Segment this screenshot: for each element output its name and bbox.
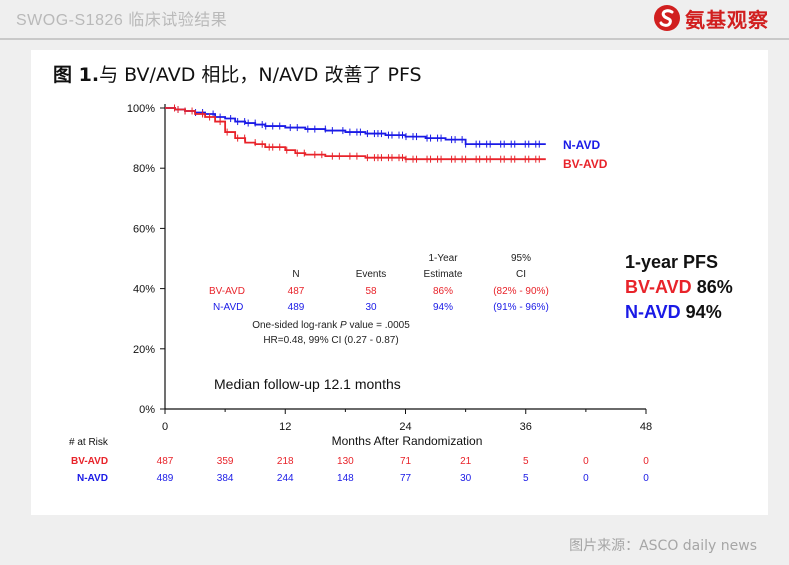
at-risk-arm-label: N-AVD — [77, 473, 108, 484]
at-risk-value: 244 — [277, 473, 294, 484]
y-tick-label: 60% — [133, 223, 155, 235]
figure-title-text: 与 BV/AVD 相比，N/AVD 改善了 PFS — [99, 64, 422, 86]
at-risk-table: BV-AVD 487 359 218 130 71 21 5 0 0 N-AVD 489 384 244 1… — [71, 456, 649, 484]
image-source: 图片来源：ASCO daily news — [569, 538, 757, 554]
pvalue-prefix: One-sided log-rank — [252, 320, 340, 331]
km-curve-n-avd — [165, 107, 546, 146]
legend-bv-avd: BV-AVD — [563, 157, 608, 171]
header-title: SWOG-S1826 临床试验结果 — [16, 12, 228, 29]
legend-n-avd: N-AVD — [563, 138, 600, 152]
x-tick-label: 12 — [279, 421, 291, 433]
header-divider — [0, 38, 789, 40]
chart-curves — [165, 104, 546, 163]
pvalue-suffix: value = .0005 — [347, 320, 411, 331]
at-risk-value: 0 — [643, 473, 649, 484]
stats-row-bv-n: 487 — [288, 286, 305, 297]
stats-row-n-n: 489 — [288, 302, 305, 313]
at-risk-value: 71 — [400, 456, 412, 467]
page-header: SWOG-S1826 临床试验结果 氨基观察 — [0, 0, 789, 38]
brand-logo[interactable]: 氨基观察 — [653, 4, 769, 32]
stats-row-n-arm: N-AVD — [213, 302, 243, 313]
pfs-summary-n: N-AVD 94% — [625, 302, 722, 322]
km-curve-bv-avd — [165, 107, 546, 161]
pfs-summary-bv: BV-AVD 86% — [625, 277, 733, 297]
chart-axes: 0% 20% 40% 60% 80% 100% 0 12 24 36 48 — [127, 103, 652, 433]
median-followup: Median follow-up 12.1 months — [214, 376, 401, 392]
at-risk-value: 5 — [523, 456, 529, 467]
stats-header-events: Events — [356, 269, 387, 280]
stats-header-estimate-1: 1-Year — [428, 253, 458, 264]
figure-title-prefix: 图 1. — [53, 64, 100, 86]
km-chart: 0% 20% 40% 60% 80% 100% 0 12 24 36 48 N-AVD BV-AVD… — [69, 103, 733, 484]
x-tick-label: 48 — [640, 421, 652, 433]
pvalue-text: One-sided log-rank P value = .0005 — [252, 320, 410, 331]
at-risk-arm-label: BV-AVD — [71, 456, 108, 467]
figure-title: 图 1.与 BV/AVD 相比，N/AVD 改善了 PFS — [53, 60, 422, 87]
at-risk-value: 0 — [643, 456, 649, 467]
stats-row-bv-arm: BV-AVD — [209, 286, 245, 297]
stats-row-n-ci: (91% - 96%) — [493, 302, 549, 313]
figure-card: 图 1.与 BV/AVD 相比，N/AVD 改善了 PFS 0% 20% 40% 60… — [31, 50, 768, 515]
y-tick-label: 40% — [133, 284, 155, 296]
stats-row-bv-estimate: 86% — [433, 286, 453, 297]
at-risk-value: 0 — [583, 473, 589, 484]
pfs-summary-n-label: N-AVD — [625, 302, 681, 322]
x-tick-label: 24 — [399, 421, 411, 433]
stats-row-bv-ci: (82% - 90%) — [493, 286, 549, 297]
at-risk-value: 489 — [157, 473, 174, 484]
at-risk-value: 384 — [217, 473, 234, 484]
x-tick-label: 36 — [520, 421, 532, 433]
brand-logo-text: 氨基观察 — [685, 7, 769, 32]
y-tick-label: 0% — [139, 404, 155, 416]
pfs-summary-title: 1-year PFS — [625, 252, 718, 272]
pfs-summary-bv-label: BV-AVD — [625, 277, 692, 297]
stats-row-n-estimate: 94% — [433, 302, 453, 313]
pvalue-p: P — [340, 320, 347, 331]
pfs-summary: 1-year PFS BV-AVD 86% N-AVD 94% — [625, 252, 733, 322]
brand-s-icon — [654, 5, 680, 31]
y-tick-label: 80% — [133, 163, 155, 175]
stats-header-ci-2: CI — [516, 269, 526, 280]
y-tick-label: 20% — [133, 344, 155, 356]
at-risk-value: 21 — [460, 456, 472, 467]
at-risk-value: 218 — [277, 456, 294, 467]
at-risk-value: 5 — [523, 473, 529, 484]
at-risk-value: 0 — [583, 456, 589, 467]
y-tick-label: 100% — [127, 103, 155, 115]
pfs-summary-n-value: 94% — [686, 302, 722, 322]
at-risk-value: 359 — [217, 456, 234, 467]
stats-row-n-events: 30 — [365, 302, 377, 313]
at-risk-value: 30 — [460, 473, 472, 484]
at-risk-value: 77 — [400, 473, 412, 484]
stats-header-n: N — [292, 269, 299, 280]
stats-header-ci-1: 95% — [511, 253, 531, 264]
x-tick-label: 0 — [162, 421, 168, 433]
stats-header-estimate-2: Estimate — [424, 269, 463, 280]
stats-row-bv-events: 58 — [365, 286, 377, 297]
pfs-summary-bv-value: 86% — [697, 277, 733, 297]
stats-table: 1-Year 95% N Events Estimate CI BV-AVD 4… — [209, 253, 549, 346]
at-risk-value: 148 — [337, 473, 354, 484]
at-risk-value: 130 — [337, 456, 354, 467]
at-risk-title: # at Risk — [69, 437, 109, 448]
hr-text: HR=0.48, 99% CI (0.27 - 0.87) — [263, 335, 398, 346]
at-risk-value: 487 — [157, 456, 174, 467]
x-axis-label: Months After Randomization — [332, 434, 483, 448]
